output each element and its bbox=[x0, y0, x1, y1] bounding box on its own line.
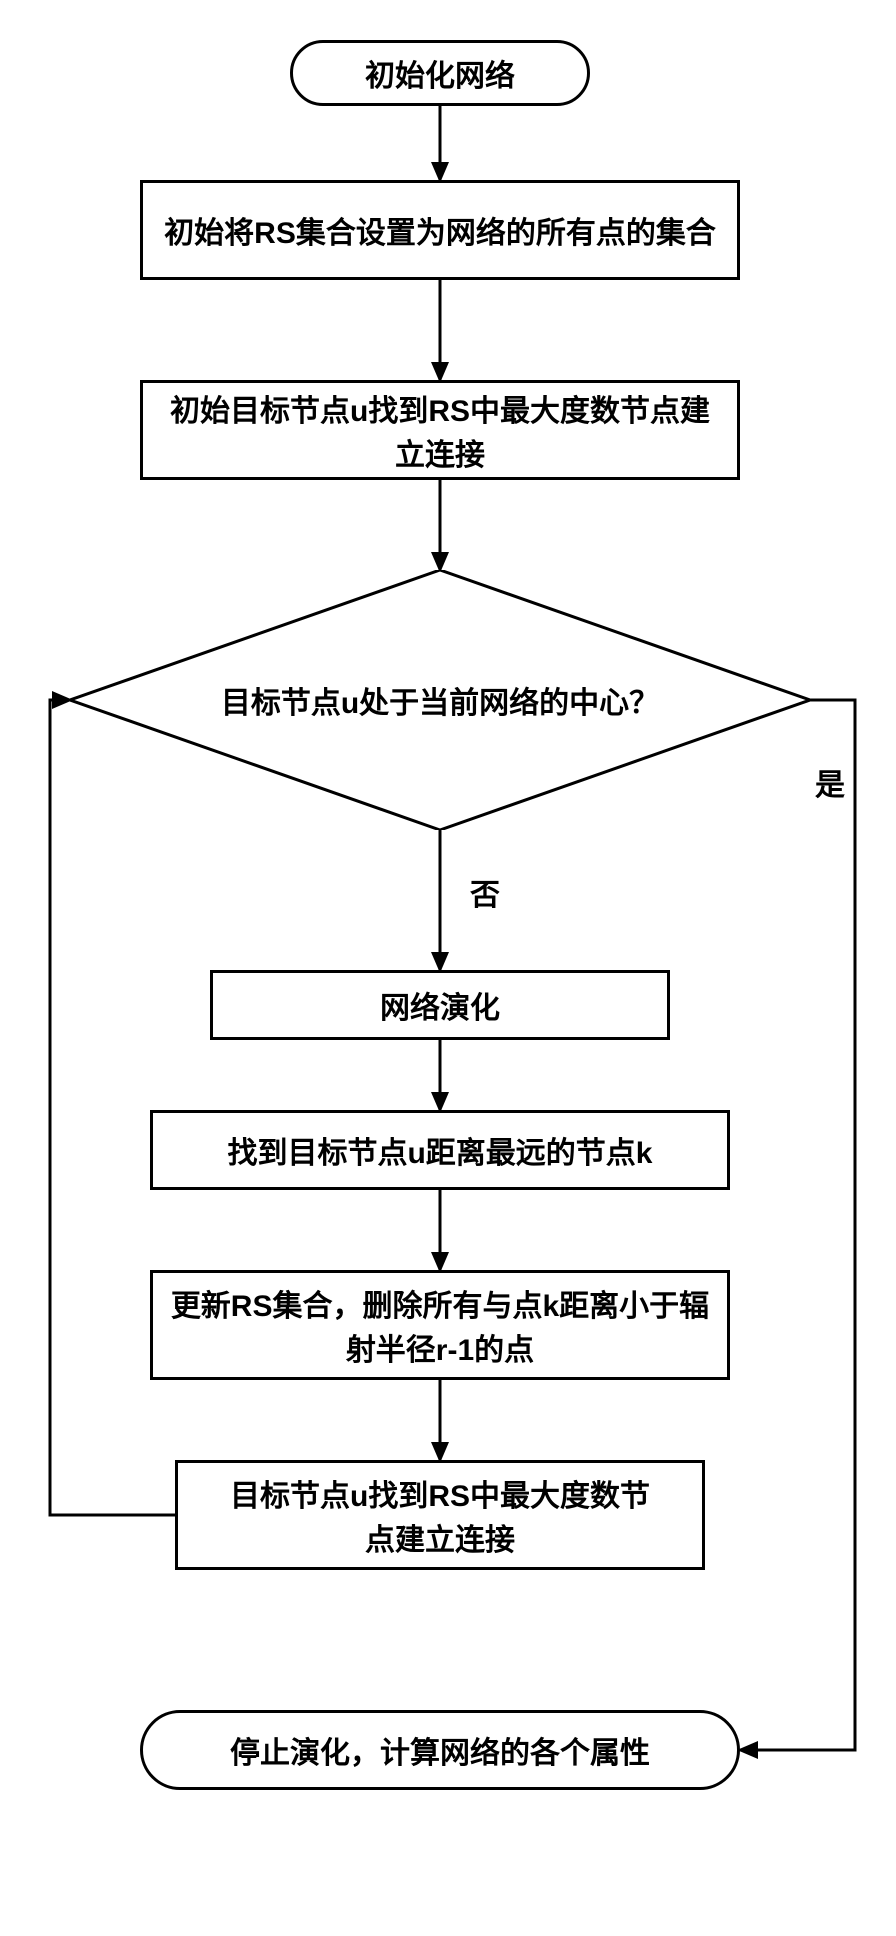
terminator-end: 停止演化，计算网络的各个属性 bbox=[140, 1710, 740, 1790]
p1-label: 初始将RS集合设置为网络的所有点的集合 bbox=[164, 208, 716, 252]
edge-label-yes: 是 bbox=[815, 760, 845, 804]
p3-label: 网络演化 bbox=[380, 983, 500, 1027]
process-find-farthest-k: 找到目标节点u距离最远的节点k bbox=[150, 1110, 730, 1190]
decision-u-at-center: 目标节点u处于当前网络的中心？ bbox=[70, 570, 810, 830]
process-network-evolve: 网络演化 bbox=[210, 970, 670, 1040]
end-label: 停止演化，计算网络的各个属性 bbox=[230, 1728, 650, 1772]
p2-label: 初始目标节点u找到RS中最大度数节点建 立连接 bbox=[170, 386, 710, 474]
p4-label: 找到目标节点u距离最远的节点k bbox=[227, 1128, 652, 1172]
process-init-rs-set: 初始将RS集合设置为网络的所有点的集合 bbox=[140, 180, 740, 280]
d1-label: 目标节点u处于当前网络的中心？ bbox=[70, 570, 810, 830]
process-init-target-connect: 初始目标节点u找到RS中最大度数节点建 立连接 bbox=[140, 380, 740, 480]
p6-label: 目标节点u找到RS中最大度数节 点建立连接 bbox=[230, 1471, 650, 1559]
process-update-rs-set: 更新RS集合，删除所有与点k距离小于辐 射半径r-1的点 bbox=[150, 1270, 730, 1380]
p5-label: 更新RS集合，删除所有与点k距离小于辐 射半径r-1的点 bbox=[171, 1281, 709, 1369]
flowchart-canvas: 初始化网络 初始将RS集合设置为网络的所有点的集合 初始目标节点u找到RS中最大… bbox=[0, 0, 896, 1936]
start-label: 初始化网络 bbox=[365, 51, 515, 95]
process-target-connect-rs-max: 目标节点u找到RS中最大度数节 点建立连接 bbox=[175, 1460, 705, 1570]
terminator-start: 初始化网络 bbox=[290, 40, 590, 106]
edge-label-no: 否 bbox=[470, 870, 500, 914]
edges-layer bbox=[0, 0, 896, 1936]
